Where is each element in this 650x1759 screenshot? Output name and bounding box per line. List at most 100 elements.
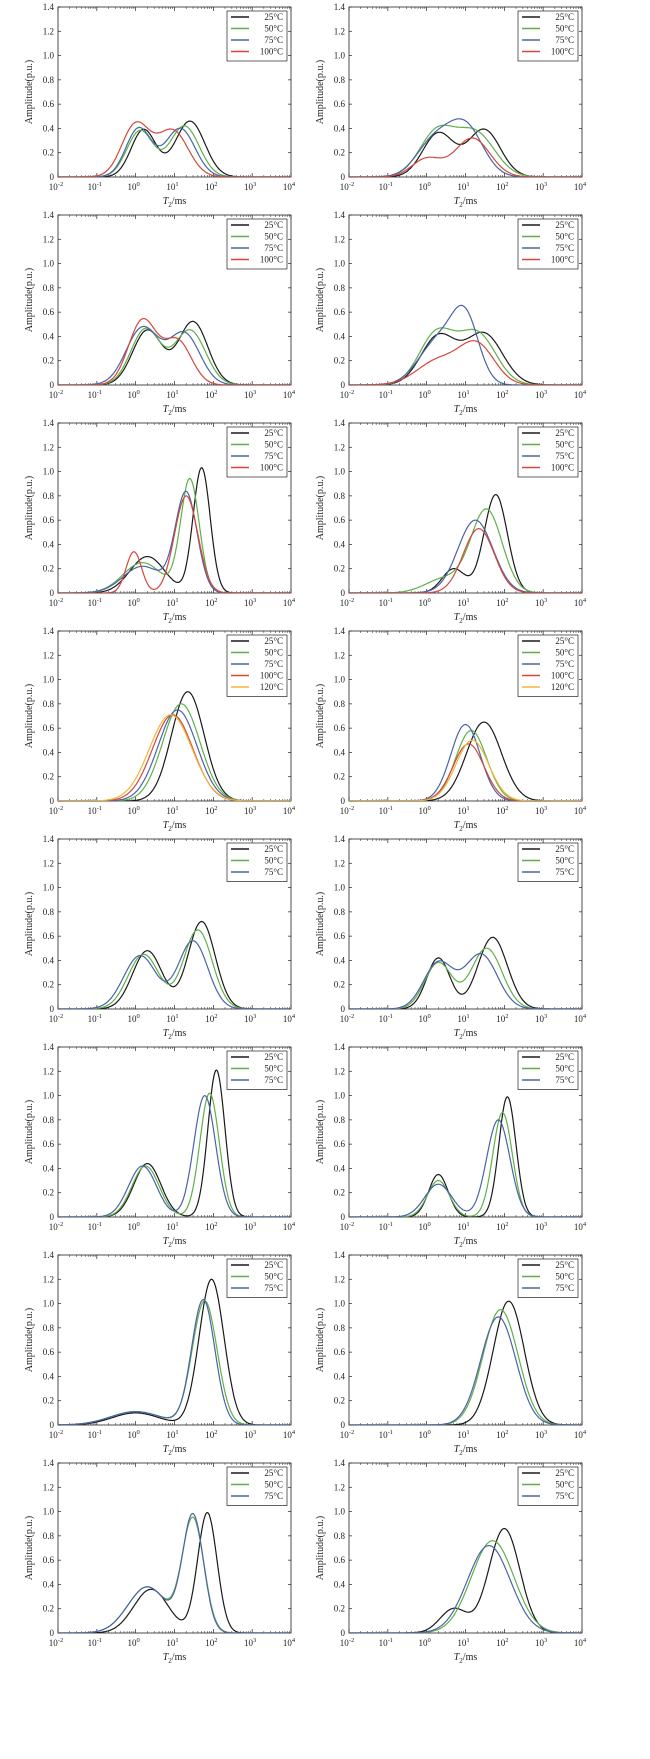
legend-label: 50°C xyxy=(264,1480,283,1490)
x-axis-label: T2/ms xyxy=(454,1652,478,1665)
x-tick-label: 100 xyxy=(128,1637,140,1648)
x-tick-base: 10 xyxy=(457,182,467,192)
x-tick-base: 10 xyxy=(244,1430,254,1440)
x-tick-base: 10 xyxy=(49,1014,59,1024)
series-line xyxy=(349,729,582,801)
x-tick-base: 10 xyxy=(379,806,389,816)
x-tick-base: 10 xyxy=(457,1014,467,1024)
x-tick-label: 103 xyxy=(244,389,256,400)
x-tick-base: 10 xyxy=(419,806,429,816)
x-tick-label: 10-2 xyxy=(49,181,63,192)
legend-label: 25°C xyxy=(555,1052,574,1062)
x-tick-exp: 2 xyxy=(505,1429,508,1436)
y-tick-label: 1.4 xyxy=(334,834,346,844)
series-line xyxy=(349,723,582,801)
y-tick-label: 0.8 xyxy=(43,75,55,85)
y-tick-label: 1.0 xyxy=(334,467,346,477)
series-line xyxy=(58,120,291,177)
y-tick-label: 0.6 xyxy=(334,515,346,525)
y-axis-label: Amplitude(p.u.) xyxy=(24,60,35,124)
x-axis-label-unit: /ms xyxy=(172,404,187,415)
x-tick-base: 10 xyxy=(457,1430,467,1440)
x-tick-label: 102 xyxy=(205,1221,217,1232)
x-tick-label: 102 xyxy=(496,389,508,400)
y-tick-label: 1.0 xyxy=(43,1299,55,1309)
legend-label: 100°C xyxy=(551,255,574,265)
x-tick-label: 104 xyxy=(574,389,587,400)
legend-label: 100°C xyxy=(260,671,283,681)
y-tick-label: 0.6 xyxy=(334,1555,346,1565)
legend-label: 50°C xyxy=(555,440,574,450)
x-tick-base: 10 xyxy=(244,1222,254,1232)
x-tick-label: 10-1 xyxy=(379,597,393,608)
x-tick-base: 10 xyxy=(205,1222,215,1232)
x-tick-exp: 2 xyxy=(214,1429,217,1436)
x-tick-exp: -1 xyxy=(97,1637,102,1644)
legend-label: 25°C xyxy=(555,844,574,854)
x-tick-base: 10 xyxy=(88,806,98,816)
y-tick-label: 1.2 xyxy=(43,442,54,452)
y-tick-label: 0.2 xyxy=(334,980,345,990)
x-tick-base: 10 xyxy=(496,1638,506,1648)
y-tick-label: 1.0 xyxy=(43,1091,55,1101)
y-tick-label: 0.2 xyxy=(334,356,345,366)
x-tick-exp: 4 xyxy=(292,1637,296,1644)
x-axis-label-subscript: 2 xyxy=(459,825,463,833)
x-tick-base: 10 xyxy=(205,1014,215,1024)
legend-box xyxy=(226,634,288,697)
chart-panel: 00.20.40.60.81.01.21.410-2 10-1 100 101 102 1… xyxy=(24,626,296,833)
chart-panel: 00.20.40.60.81.01.21.410-2 10-1 100 101 102 1… xyxy=(315,1250,587,1457)
x-tick-exp: 1 xyxy=(175,1013,178,1020)
series-line xyxy=(58,714,291,801)
series-line xyxy=(58,714,291,801)
legend-label: 50°C xyxy=(264,648,283,658)
y-tick-label: 0.6 xyxy=(334,1139,346,1149)
y-axis-label: Amplitude(p.u.) xyxy=(24,1516,35,1580)
chart-panel: 00.20.40.60.81.01.21.410-2 10-1 100 101 102 1… xyxy=(315,834,587,1041)
x-tick-base: 10 xyxy=(244,182,254,192)
x-tick-label: 100 xyxy=(419,597,431,608)
x-tick-base: 10 xyxy=(205,598,215,608)
x-axis-label-unit: /ms xyxy=(172,1236,187,1247)
x-axis-label: T2/ms xyxy=(163,196,187,209)
legend-label: 50°C xyxy=(264,856,283,866)
y-tick-label: 1.4 xyxy=(43,834,55,844)
x-tick-exp: 4 xyxy=(292,1013,296,1020)
x-tick-base: 10 xyxy=(166,1430,176,1440)
x-tick-exp: 1 xyxy=(175,1429,178,1436)
y-tick-label: 1.4 xyxy=(43,2,55,12)
x-tick-label: 10-1 xyxy=(379,1013,393,1024)
y-tick-label: 0 xyxy=(50,1420,55,1430)
x-tick-label: 10-2 xyxy=(340,389,354,400)
legend-label: 25°C xyxy=(264,1468,283,1478)
x-tick-label: 101 xyxy=(166,1013,178,1024)
x-tick-exp: 4 xyxy=(292,389,296,396)
legend-label: 25°C xyxy=(555,1260,574,1270)
y-tick-label: 1.2 xyxy=(334,650,345,660)
x-axis-label-unit: /ms xyxy=(172,612,187,623)
x-tick-label: 100 xyxy=(128,597,140,608)
legend-label: 50°C xyxy=(264,1064,283,1074)
series-line xyxy=(58,325,291,385)
series-line xyxy=(58,318,291,385)
x-tick-label: 10-2 xyxy=(49,1013,63,1024)
x-tick-exp: 3 xyxy=(544,1013,547,1020)
y-tick-label: 0.4 xyxy=(334,1371,346,1381)
x-tick-base: 10 xyxy=(244,390,254,400)
x-tick-base: 10 xyxy=(457,1222,467,1232)
legend-label: 25°C xyxy=(264,1052,283,1062)
y-tick-label: 0.4 xyxy=(43,955,55,965)
x-tick-exp: -2 xyxy=(349,1221,354,1228)
series-line xyxy=(349,743,582,801)
x-axis-label-unit: /ms xyxy=(172,1652,187,1663)
x-axis-label-symbol: T xyxy=(454,1236,461,1247)
x-tick-exp: 4 xyxy=(583,389,587,396)
x-axis-label: T2/ms xyxy=(454,404,478,417)
x-tick-base: 10 xyxy=(205,390,215,400)
x-tick-label: 103 xyxy=(535,389,547,400)
y-tick-label: 1.2 xyxy=(334,442,345,452)
y-tick-label: 0.4 xyxy=(334,331,346,341)
y-axis-label: Amplitude(p.u.) xyxy=(315,684,326,748)
legend-label: 75°C xyxy=(264,1075,283,1085)
x-tick-base: 10 xyxy=(49,1638,59,1648)
